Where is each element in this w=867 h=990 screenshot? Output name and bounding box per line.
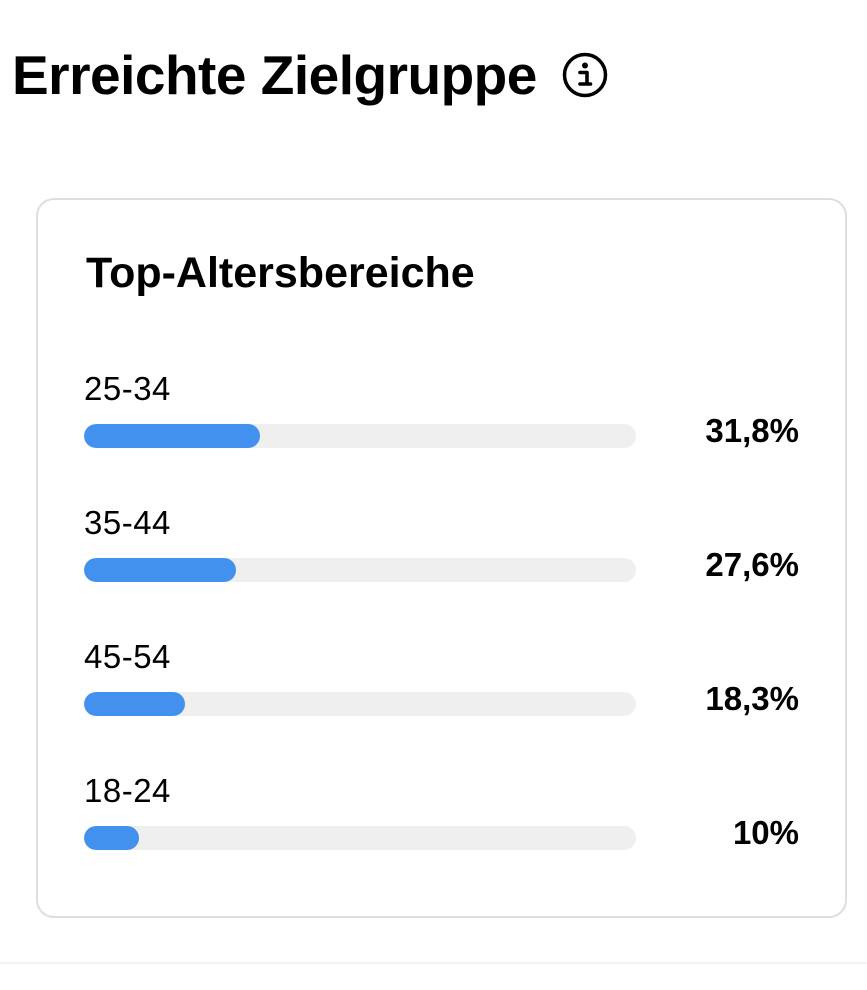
age-row: 25-34 31,8% [38, 372, 845, 462]
age-range-label: 18-24 [84, 772, 171, 809]
age-percentage: 31,8% [705, 412, 799, 449]
age-bar-fill [84, 826, 139, 850]
age-bar-track [84, 424, 636, 448]
age-row: 35-44 27,6% [38, 506, 845, 596]
bottom-divider [0, 962, 867, 964]
age-bar-fill [84, 558, 236, 582]
age-row: 45-54 18,3% [38, 640, 845, 730]
age-row: 18-24 10% [38, 774, 845, 864]
age-bar-fill [84, 692, 185, 716]
age-bar-track [84, 558, 636, 582]
age-range-label: 45-54 [84, 638, 171, 675]
age-percentage: 27,6% [705, 546, 799, 583]
age-bar-track [84, 826, 636, 850]
age-bar-fill [84, 424, 260, 448]
age-ranges-card: Top-Altersbereiche 25-34 31,8% 35-44 27,… [36, 198, 847, 918]
page-title: Erreichte Zielgruppe [12, 43, 537, 106]
age-bar-track [84, 692, 636, 716]
age-percentage: 10% [732, 814, 799, 851]
age-range-label: 25-34 [84, 370, 171, 407]
card-title: Top-Altersbereiche [86, 249, 475, 297]
page-header: Erreichte Zielgruppe [12, 38, 609, 112]
info-icon[interactable] [561, 51, 609, 99]
age-percentage: 18,3% [705, 680, 799, 717]
age-range-label: 35-44 [84, 504, 171, 541]
